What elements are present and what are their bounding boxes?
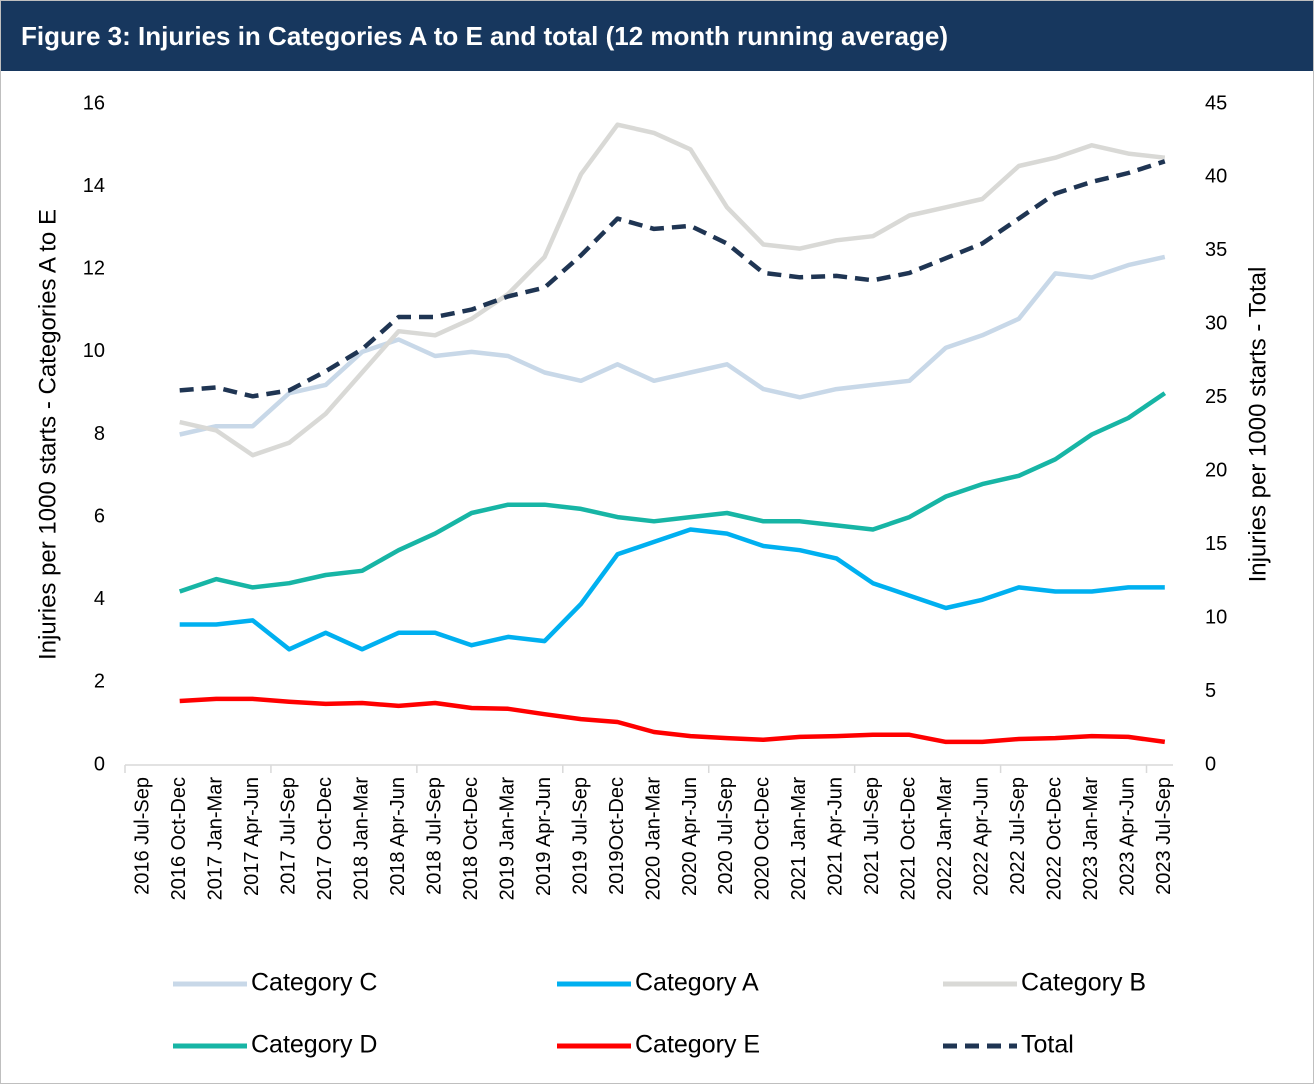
series-line — [179, 159, 1166, 399]
x-tick-label: 2021 Oct-Dec — [898, 777, 920, 900]
legend-label: Category A — [635, 969, 759, 997]
chart-title: Figure 3: Injuries in Categories A to E … — [1, 1, 1313, 71]
x-tick-label: 2022 Jul-Sep — [1007, 777, 1029, 895]
y-tick-label: 12 — [83, 258, 105, 280]
y2-tick-label: 20 — [1205, 460, 1227, 482]
series-line — [178, 391, 1167, 594]
x-tick-label: 2023 Jul-Sep — [1153, 777, 1175, 895]
y2-tick-label: 40 — [1205, 166, 1227, 188]
x-tick-label: 2017 Jan-Mar — [204, 777, 226, 901]
x-tick-label: 2020 Jul-Sep — [715, 777, 737, 895]
x-tick-label: 2022 Apr-Jun — [971, 777, 993, 896]
x-tick-label: 2021 Jul-Sep — [861, 777, 883, 895]
x-tick-label: 2017 Jul-Sep — [277, 777, 299, 895]
x-tick-label: 2020 Apr-Jun — [679, 777, 701, 896]
y-tick-label: 10 — [83, 340, 105, 362]
y-tick-label: 8 — [94, 423, 105, 445]
y-axis-title: Injuries per 1000 starts - Categories A … — [34, 209, 61, 660]
y-tick-label: 2 — [94, 671, 105, 693]
y-tick-label: 0 — [94, 753, 105, 775]
y-tick-label: 4 — [94, 588, 105, 610]
y-tick-label: 16 — [83, 92, 105, 114]
x-tick-label: 2023 Apr-Jun — [1117, 777, 1139, 896]
y-tick-label: 6 — [94, 505, 105, 527]
y2-tick-label: 25 — [1205, 386, 1227, 408]
x-tick-label: 2019 Jul-Sep — [569, 777, 591, 895]
legend-label: Category D — [251, 1031, 377, 1059]
x-tick-label: 2022 Oct-Dec — [1044, 777, 1066, 900]
series-line — [179, 122, 1166, 458]
x-tick-label: 2019 Apr-Jun — [533, 777, 555, 896]
x-tick-label: 2021 Jan-Mar — [788, 777, 810, 901]
legend-label: Category B — [1021, 969, 1146, 997]
series-line — [179, 527, 1165, 652]
y2-tick-label: 10 — [1205, 606, 1227, 628]
y2-tick-label: 5 — [1205, 680, 1216, 702]
x-tick-label: 2016 Oct-Dec — [168, 777, 190, 900]
x-tick-label: 2023 Jan-Mar — [1080, 777, 1102, 901]
legend-label: Total — [1021, 1031, 1074, 1059]
y2-tick-label: 15 — [1205, 533, 1227, 555]
x-tick-label: 2018 Jan-Mar — [350, 777, 372, 901]
legend-label: Category E — [635, 1031, 760, 1059]
x-tick-label: 2020 Jan-Mar — [642, 777, 664, 901]
x-tick-label: 2018 Apr-Jun — [387, 777, 409, 896]
y2-tick-label: 0 — [1205, 753, 1216, 775]
x-tick-label: 2016 Jul-Sep — [132, 777, 154, 895]
x-tick-label: 2017 Oct-Dec — [314, 777, 336, 900]
x-tick-label: 2019Oct-Dec — [606, 777, 628, 895]
x-tick-label: 2022 Jan-Mar — [934, 777, 956, 901]
x-tick-label: 2019 Jan-Mar — [496, 777, 518, 901]
y2-tick-label: 45 — [1205, 92, 1227, 114]
y2-axis-title: Injuries per 1000 starts - Total — [1244, 267, 1271, 583]
y2-tick-label: 35 — [1205, 239, 1227, 261]
series-line — [179, 696, 1166, 745]
x-tick-label: 2018 Jul-Sep — [423, 777, 445, 895]
x-tick-label: 2020 Oct-Dec — [752, 777, 774, 900]
y-tick-label: 14 — [83, 175, 105, 197]
x-tick-label: 2018 Oct-Dec — [460, 777, 482, 900]
x-tick-label: 2021 Apr-Jun — [825, 777, 847, 896]
legend-label: Category C — [251, 969, 377, 997]
y2-tick-label: 30 — [1205, 313, 1227, 335]
series-line — [179, 254, 1166, 437]
x-tick-label: 2017 Apr-Jun — [241, 777, 263, 896]
